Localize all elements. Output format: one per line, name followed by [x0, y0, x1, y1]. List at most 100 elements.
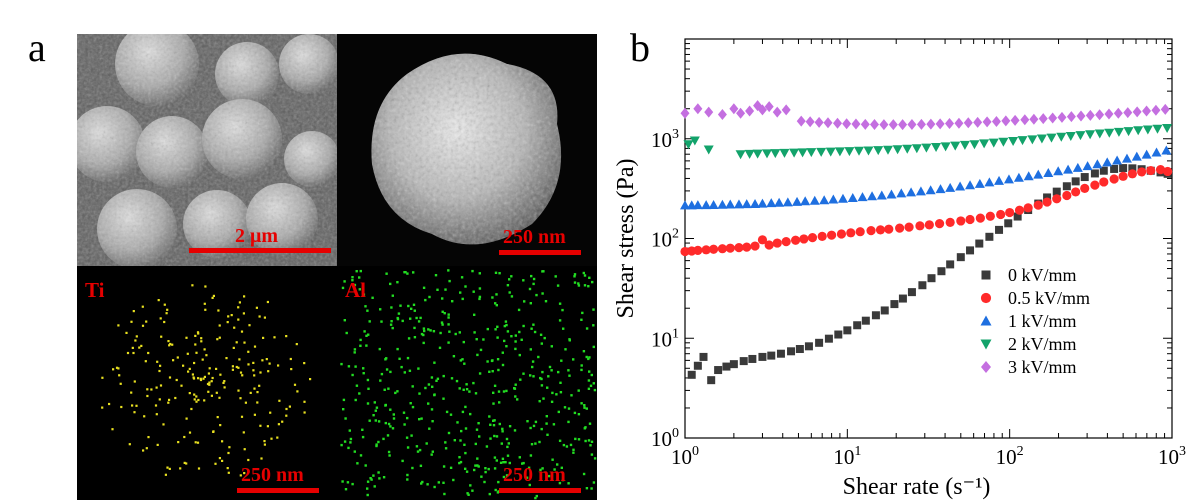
ti-dot	[166, 466, 169, 469]
al-dot	[413, 336, 417, 339]
data-point	[809, 195, 820, 205]
ti-dot	[263, 443, 266, 446]
data-point	[896, 188, 907, 198]
al-dot	[437, 481, 440, 484]
al-dot	[422, 341, 425, 345]
al-dot	[540, 342, 543, 345]
al-dot	[505, 323, 508, 327]
al-dot	[366, 309, 369, 312]
al-dot	[425, 442, 428, 445]
al-dot	[501, 363, 505, 367]
legend-marker	[981, 270, 991, 280]
ti-dot	[182, 364, 185, 367]
al-dot	[540, 384, 544, 387]
data-point	[744, 149, 755, 159]
ti-dot	[265, 358, 268, 361]
ti-dot	[289, 357, 292, 361]
al-dot	[478, 372, 482, 375]
ti-dot	[168, 376, 172, 379]
al-dot	[340, 362, 343, 366]
al-dot	[449, 466, 453, 469]
al-dot	[577, 284, 581, 287]
al-dot	[421, 480, 424, 484]
data-point	[871, 311, 880, 320]
al-dot	[353, 351, 356, 354]
ti-dot	[197, 332, 200, 335]
al-dot	[494, 488, 497, 492]
al-dot	[534, 420, 538, 424]
al-dot	[500, 442, 503, 445]
ti-dot	[203, 302, 206, 305]
data-point	[827, 230, 837, 240]
al-dot	[465, 470, 469, 473]
al-dot	[589, 444, 592, 447]
al-dot	[431, 450, 434, 453]
al-dot	[491, 370, 494, 373]
al-dot	[519, 378, 522, 381]
al-dot	[351, 482, 354, 486]
al-dot	[535, 494, 538, 498]
ti-dot	[243, 472, 246, 475]
al-dot	[365, 344, 368, 347]
al-dot	[587, 379, 591, 382]
al-dot	[514, 334, 517, 337]
al-dot	[502, 461, 505, 464]
micrograph-panel: 2 μm 250 nm Ti 250 nm Al	[77, 34, 597, 500]
al-dot	[441, 297, 444, 300]
al-dot	[465, 383, 468, 386]
al-dot	[427, 328, 430, 331]
ti-dot	[135, 404, 138, 407]
data-point	[687, 370, 696, 379]
al-dot	[450, 377, 454, 380]
data-point	[764, 101, 774, 113]
al-dot	[542, 397, 545, 400]
ti-dot	[143, 415, 146, 418]
al-dot	[410, 434, 413, 437]
ti-dot	[145, 447, 148, 450]
al-dot	[461, 358, 464, 361]
al-dot	[459, 439, 462, 442]
ti-dot	[158, 369, 161, 373]
al-dot	[428, 295, 431, 299]
ti-dot	[216, 338, 219, 341]
data-point	[935, 118, 945, 130]
al-dot	[485, 445, 489, 448]
al-dot	[445, 410, 449, 414]
series-4	[680, 100, 1170, 131]
al-dot	[401, 319, 404, 323]
ti-dot	[232, 346, 235, 349]
data-point	[985, 211, 995, 221]
al-dot	[567, 482, 570, 485]
data-point	[843, 326, 852, 335]
ti-dot	[167, 401, 170, 404]
al-dot	[517, 308, 521, 312]
ti-dot	[180, 384, 183, 387]
al-dot	[418, 392, 421, 395]
ti-dot	[118, 374, 121, 377]
al-dot	[373, 485, 376, 488]
data-point	[837, 193, 848, 203]
al-dot	[573, 411, 577, 415]
al-dot	[528, 287, 532, 291]
al-dot	[475, 428, 479, 431]
data-point	[959, 140, 970, 150]
ti-dot	[133, 380, 136, 383]
ti-dot	[212, 294, 215, 297]
ti-dot	[218, 457, 221, 460]
al-dot	[390, 306, 393, 309]
data-point	[779, 148, 790, 158]
al-dot	[454, 332, 457, 336]
ti-dot	[195, 395, 198, 398]
al-dot	[406, 446, 410, 449]
ti-dot	[138, 346, 141, 349]
data-point	[739, 357, 748, 366]
x-tick-label: 102	[996, 444, 1024, 469]
al-dot	[528, 483, 531, 487]
al-dot	[342, 408, 345, 411]
al-dot	[540, 377, 543, 381]
al-dot	[396, 347, 399, 351]
ti-dot	[237, 318, 240, 321]
al-dot	[530, 327, 533, 330]
al-dot	[534, 496, 537, 500]
data-point	[729, 103, 739, 115]
